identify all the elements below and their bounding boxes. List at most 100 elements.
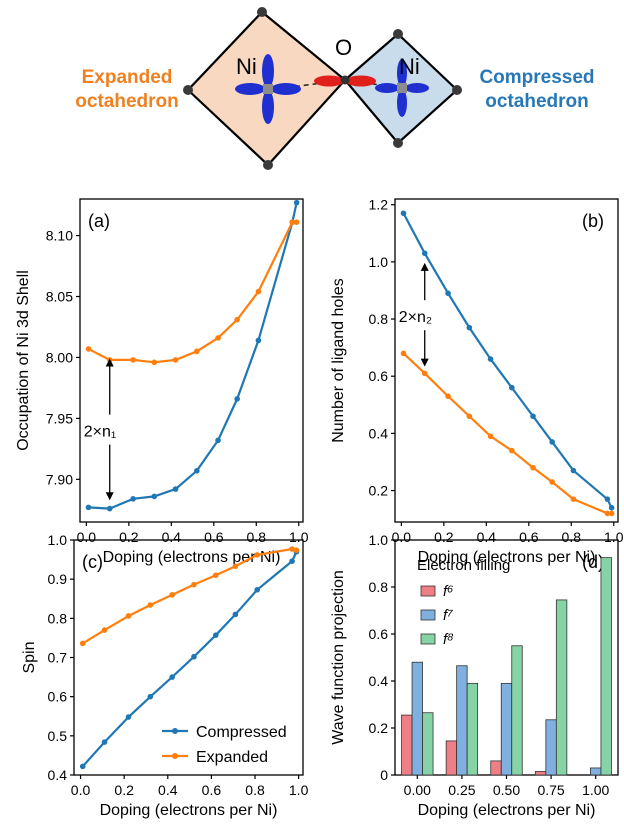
y-tick-label: 0.6 [369, 368, 389, 384]
data-point-expanded [147, 602, 154, 608]
ni-right-atom [397, 83, 407, 93]
data-point-compressed [400, 210, 407, 217]
y-tick-label: 1.2 [369, 197, 389, 213]
y-tick-label: 0.8 [369, 311, 389, 327]
x-axis-label: Doping (electrons per Ni) [418, 802, 596, 819]
data-point-compressed [255, 337, 262, 344]
data-point-expanded [549, 479, 555, 485]
panel-c-spin: 0.4 0.5 0.6 0.7 0.8 0.9 1.0 0.0 0.2 0.4 0.6 0.8 1.0 D… [21, 532, 309, 819]
panel-label: (a) [88, 211, 110, 231]
data-point-expanded [215, 335, 221, 341]
annotation-arrowhead-up [420, 262, 429, 271]
data-point-compressed [151, 493, 158, 500]
y-tick-label: 0.8 [48, 610, 68, 626]
x-tick-label: 0.2 [434, 529, 454, 545]
y-tick-label: 0.2 [369, 720, 389, 736]
data-point-expanded [232, 563, 239, 570]
series-line-compressed [402, 212, 613, 509]
x-tick-label: 0.4 [158, 782, 178, 798]
data-point-compressed [106, 505, 113, 512]
y-tick-label: 1.0 [48, 532, 68, 548]
data-point-expanded [530, 464, 536, 471]
data-point-compressed [147, 693, 154, 700]
annotation-arrowhead-down [420, 358, 429, 367]
x-tick-label: 0.75 [537, 782, 564, 798]
legend-swatch-f8 [420, 633, 436, 645]
x-tick-label: 0.0 [77, 529, 97, 545]
bar-f7 [456, 665, 468, 776]
y-tick-label: 0.9 [48, 571, 68, 587]
legend-marker-expanded [172, 753, 178, 759]
x-tick-label: 0.50 [493, 782, 520, 798]
x-tick-label: 0.8 [562, 529, 582, 545]
bar-f7 [590, 767, 602, 776]
y-tick-label: 8.10 [46, 228, 73, 244]
legend-swatch-f7 [420, 609, 436, 621]
x-tick-label: 1.0 [289, 529, 309, 545]
y-tick-label: 7.95 [46, 410, 73, 426]
ni-left-label: Ni [236, 54, 257, 79]
data-point-compressed [101, 739, 108, 745]
bar-f6 [534, 771, 547, 776]
data-point-expanded [604, 510, 611, 517]
legend-label-compressed: Compressed [196, 724, 287, 741]
data-point-compressed [608, 504, 615, 511]
data-point-expanded [254, 552, 260, 558]
data-point-expanded [421, 370, 428, 377]
data-point-compressed [604, 496, 611, 502]
data-point-compressed [130, 496, 136, 502]
data-point-compressed [169, 674, 175, 680]
x-tick-label: 0.0 [392, 529, 412, 545]
compressed-label-line1: Compressed [479, 67, 594, 88]
annotation-arrowhead-up [105, 358, 114, 367]
data-point-compressed [85, 504, 92, 511]
x-tick-label: 1.00 [582, 782, 609, 798]
data-point-expanded [79, 640, 86, 647]
y-tick-label: 1.0 [369, 254, 389, 270]
bar-f8 [600, 557, 612, 776]
expanded-label-line2: octahedron [75, 91, 178, 112]
legend-label-f7: f⁷ [443, 607, 453, 624]
x-tick-label: 0.8 [245, 782, 265, 798]
x-tick-label: 0.6 [202, 782, 222, 798]
data-point-compressed [254, 586, 260, 593]
bar-f6 [401, 714, 413, 776]
expanded-label-line1: Expanded [82, 67, 173, 88]
y-tick-label: 0.4 [369, 673, 389, 689]
data-point-expanded [191, 581, 197, 588]
data-point-expanded [466, 413, 473, 420]
x-tick-label: 0.4 [162, 529, 182, 545]
data-point-expanded [169, 592, 175, 598]
data-point-expanded [151, 359, 158, 366]
legend-marker-compressed [172, 728, 178, 734]
data-point-expanded [130, 357, 136, 363]
axes-frame [394, 198, 619, 523]
data-point-expanded [487, 433, 494, 440]
data-point-expanded [101, 627, 108, 633]
data-point-compressed [232, 611, 239, 618]
y-tick-label: 0 [380, 767, 388, 783]
ni-left-orbital [235, 54, 301, 124]
oxygen-orbital [314, 75, 376, 87]
data-point-expanded [293, 219, 300, 225]
data-point-expanded [85, 346, 92, 352]
panel-label: (c) [82, 552, 103, 572]
y-axis-label: Spin [21, 641, 38, 673]
ni-left-atom [263, 84, 273, 94]
panel-b-ligand-holes: 0.2 0.4 0.6 0.8 1.0 1.2 0.0 0.2 0.4 0.6 0.8 1.0 Dopi… [330, 197, 624, 566]
data-point-compressed [530, 413, 536, 420]
legend-swatch-f6 [420, 585, 436, 597]
series-line-compressed [88, 202, 298, 510]
y-tick-label: 0.5 [48, 728, 68, 744]
x-tick-label: 0.4 [477, 529, 497, 545]
data-point-compressed [215, 437, 221, 444]
bar-f7 [500, 682, 513, 776]
y-tick-label: 0.2 [369, 483, 389, 499]
ni-right-orbital [375, 59, 429, 117]
series-line-expanded [402, 352, 612, 515]
ni-right-label: Ni [399, 54, 420, 79]
y-tick-label: 1.0 [369, 532, 389, 548]
data-point-expanded [608, 510, 615, 517]
data-point-compressed [234, 396, 240, 402]
legend-label-expanded: Expanded [196, 749, 268, 766]
